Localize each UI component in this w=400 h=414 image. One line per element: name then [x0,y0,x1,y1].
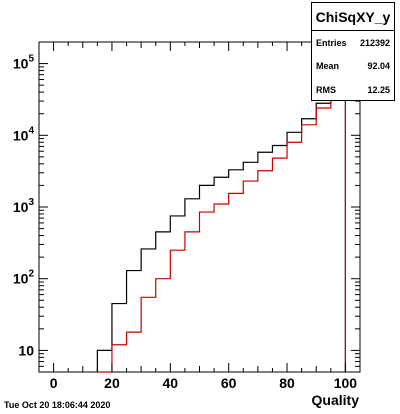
y-tick-label: 105 [13,54,35,72]
x-tick-label: 0 [50,375,58,391]
stats-rms-value: 12.25 [367,85,390,95]
y-tick-label: 104 [13,125,35,143]
timestamp: Tue Oct 20 18:06:44 2020 [4,400,111,410]
stats-mean-label: Mean [316,61,340,71]
x-tick-label: 100 [334,375,358,391]
stats-entries-label: Entries [316,38,347,48]
y-tick-label: 10 [18,342,34,358]
stats-title: ChiSqXY_y [312,3,394,31]
series-0-step-line [96,64,347,372]
x-tick-label: 40 [163,375,179,391]
x-tick-label: 60 [221,375,237,391]
stats-entries-value: 212392 [359,38,390,48]
series-1-step-line [97,62,347,373]
labels-layer: 0 20 40 60 80 100 10 102 103 104 105 [13,54,357,391]
stats-row-entries: Entries 212392 [316,36,390,50]
histogram-layer [96,62,347,373]
stats-mean-value: 92.04 [367,61,390,71]
y-tick-label: 103 [13,197,35,215]
stats-box: ChiSqXY_y Entries 212392 Mean 92.04 RMS 12.… [311,2,395,101]
stats-rms-label: RMS [316,85,336,95]
x-axis-title: Quality [312,392,360,408]
x-tick-label: 80 [279,375,295,391]
y-tick-label: 102 [13,269,35,287]
x-tick-label: 20 [104,375,120,391]
stats-row-mean: Mean 92.04 [316,59,390,73]
stats-row-rms: RMS 12.25 [316,83,390,97]
